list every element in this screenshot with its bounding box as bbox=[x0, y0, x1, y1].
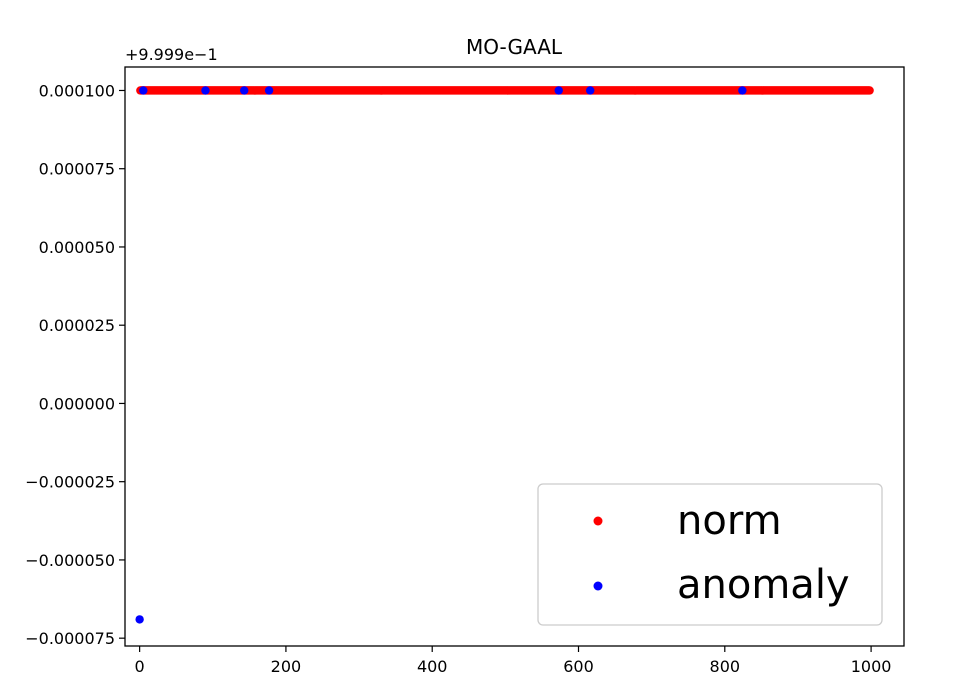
x-tick-label: 600 bbox=[563, 657, 594, 676]
x-tick-label: 0 bbox=[135, 657, 145, 676]
y-tick-label: 0.000025 bbox=[39, 316, 115, 335]
anomaly-point bbox=[738, 86, 747, 95]
anomaly-point bbox=[135, 615, 144, 624]
legend: norm anomaly bbox=[537, 483, 883, 626]
norm-point bbox=[865, 86, 874, 95]
y-tick-label: 0.000050 bbox=[39, 238, 115, 257]
anomaly-point bbox=[240, 86, 249, 95]
y-tick-label: −0.000050 bbox=[25, 551, 115, 570]
x-tick-label: 800 bbox=[710, 657, 741, 676]
anomaly-point bbox=[586, 86, 595, 95]
anomaly-point bbox=[264, 86, 274, 95]
y-tick-label: 0.000000 bbox=[39, 394, 115, 413]
x-axis: 0 200 400 600 800 1000 bbox=[135, 646, 892, 676]
y-tick-label: 0.000100 bbox=[39, 81, 115, 100]
y-axis: 0.000100 0.000075 0.000050 0.000025 0.000000… bbox=[25, 81, 125, 648]
y-tick-label: 0.000075 bbox=[39, 160, 115, 179]
legend-label-anomaly: anomaly bbox=[677, 562, 850, 608]
legend-label-norm: norm bbox=[677, 498, 782, 544]
y-tick-label: −0.000075 bbox=[25, 629, 115, 648]
y-tick-label: −0.000025 bbox=[25, 473, 115, 492]
plot-frame bbox=[124, 66, 905, 647]
legend-marker-anomaly bbox=[593, 581, 603, 591]
legend-marker-norm bbox=[593, 516, 603, 526]
chart-title: MO-GAAL bbox=[466, 35, 563, 59]
x-tick-label: 200 bbox=[271, 657, 302, 676]
y-offset-label: +9.999e−1 bbox=[125, 45, 218, 64]
anomaly-point bbox=[201, 86, 210, 95]
plot-marks bbox=[135, 86, 874, 624]
x-tick-label: 400 bbox=[417, 657, 448, 676]
anomaly-point bbox=[554, 86, 563, 95]
x-tick-label: 1000 bbox=[851, 657, 892, 676]
legend-box bbox=[537, 483, 883, 626]
anomaly-point bbox=[139, 86, 148, 95]
